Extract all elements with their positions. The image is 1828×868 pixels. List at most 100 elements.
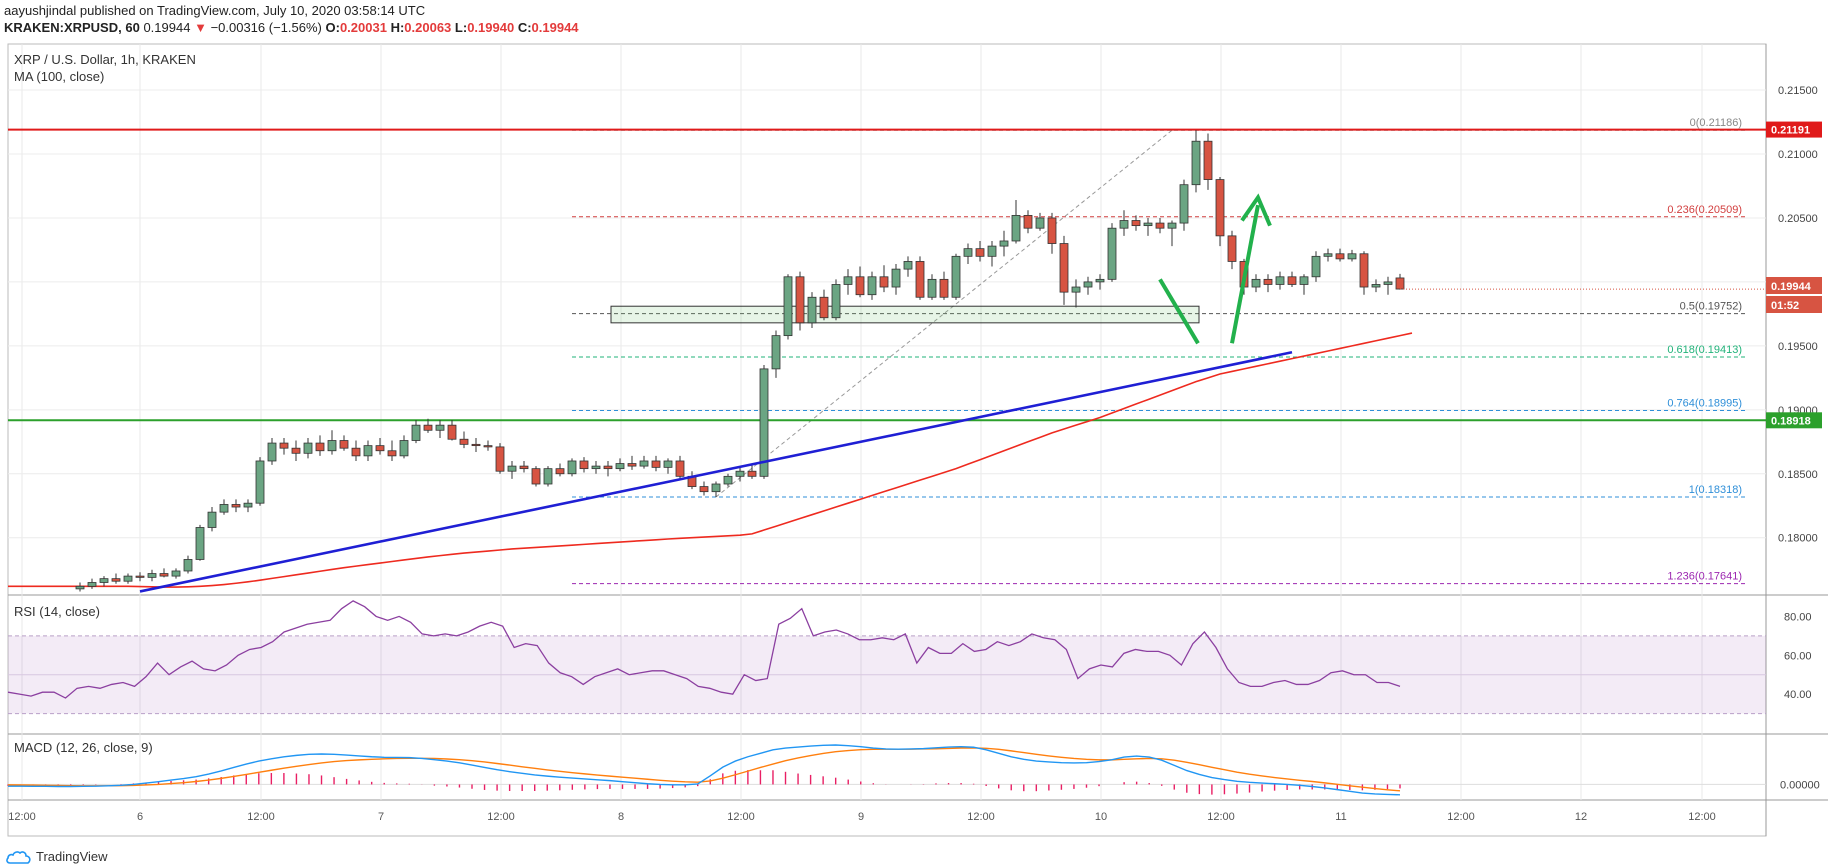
candle-body [807, 296, 817, 324]
candle-body [1359, 253, 1369, 288]
candle-body [195, 527, 205, 560]
candle-body [1023, 214, 1033, 229]
up-arrow-line [1230, 204, 1260, 344]
rsi-pane-label[interactable]: RSI (14, close) [14, 604, 100, 619]
candle-body [159, 573, 169, 577]
fib-level-label: 1.236(0.17641) [1667, 571, 1742, 583]
candle-body [1383, 281, 1393, 285]
candle-body [567, 460, 577, 475]
last-price-tag [1766, 277, 1822, 294]
chart-frame [7, 43, 1767, 837]
candle-body [939, 278, 949, 298]
candle-body [867, 276, 877, 296]
open-label: O: [325, 20, 340, 35]
candle-body [1347, 253, 1357, 260]
candle-body [255, 460, 265, 504]
candle-body [1011, 214, 1021, 242]
down-arrow-line [1158, 278, 1200, 345]
candle-body [459, 438, 469, 445]
candle-body [507, 465, 517, 472]
candle-body [375, 445, 385, 452]
time-tick-label: 7 [378, 811, 384, 823]
candle-body [1155, 222, 1165, 229]
candle-body [1143, 222, 1153, 227]
candle-body [1215, 179, 1225, 237]
candle-body [291, 447, 301, 454]
candle-body [927, 278, 937, 298]
time-tick-label: 12:00 [247, 811, 275, 823]
candle-body [1395, 277, 1405, 290]
candle-body [1263, 278, 1273, 285]
candle-body [387, 450, 397, 457]
time-tick-label: 12:00 [727, 811, 755, 823]
price-tick-label: 0.19500 [1778, 341, 1818, 353]
time-tick-label: 9 [858, 811, 864, 823]
candle-body [951, 255, 961, 298]
candle-body [303, 442, 313, 454]
candle-body [75, 585, 85, 590]
time-tick-label: 12:00 [8, 811, 36, 823]
symbol-label: KRAKEN:XRPUSD, 60 [4, 20, 140, 35]
macd-signal-line [7, 747, 1401, 792]
fib-level-label: 0.236(0.20509) [1667, 204, 1742, 216]
candle-body [963, 248, 973, 257]
open-value: 0.20031 [339, 20, 387, 35]
candle-body [267, 442, 277, 462]
candle-body [99, 578, 109, 583]
last-price-tag-text: 0.19944 [1771, 281, 1812, 293]
candle-body [279, 442, 289, 449]
candle-body [747, 470, 757, 477]
last-price: 0.19944 [143, 20, 191, 35]
candle-body [1323, 253, 1333, 257]
author-name[interactable]: aayushjindal [4, 3, 77, 18]
fib-level-label: 0.764(0.18995) [1667, 397, 1742, 409]
candle-body [363, 445, 373, 457]
candle-body [1167, 222, 1177, 229]
candle-body [519, 465, 529, 470]
candle-body [1251, 278, 1261, 288]
candle-body [999, 240, 1009, 247]
candle-body [471, 443, 481, 447]
macd-pane-label[interactable]: MACD (12, 26, close, 9) [14, 740, 153, 755]
time-tick-label: 12:00 [1207, 811, 1235, 823]
candle-body [1035, 217, 1045, 229]
fib-level-label: 0.5(0.19752) [1680, 301, 1742, 313]
candle-body [639, 460, 649, 467]
candle-body [147, 573, 157, 578]
candle-body [783, 276, 793, 337]
candle-body [795, 276, 805, 324]
candle-body [759, 368, 769, 477]
candle-body [495, 446, 505, 472]
candle-body [543, 468, 553, 485]
price-level-tag [1766, 121, 1822, 138]
candle-body [1275, 276, 1285, 285]
fib-level-label: 0(0.21186) [1690, 117, 1742, 129]
rsi-tick-label: 40.00 [1784, 689, 1812, 701]
candle-body [1371, 284, 1381, 288]
time-tick-label: 8 [618, 811, 624, 823]
price-change: −0.00316 (−1.56%) [210, 20, 322, 35]
rsi-tick-label: 60.00 [1784, 650, 1812, 662]
candle-body [1203, 140, 1213, 180]
candle-body [1071, 286, 1081, 293]
tradingview-logo[interactable]: TradingView [6, 849, 108, 864]
candle-body [735, 470, 745, 477]
candle-body [351, 447, 361, 457]
candle-body [111, 578, 121, 582]
low-label: L: [454, 20, 468, 35]
candle-body [1179, 184, 1189, 224]
candle-body [1299, 276, 1309, 285]
candle-body [447, 424, 457, 440]
time-tick-label: 12:00 [487, 811, 515, 823]
high-label: H: [390, 20, 405, 35]
candle-body [315, 442, 325, 452]
candle-body [219, 504, 229, 513]
candle-body [987, 245, 997, 257]
candle-body [651, 460, 661, 468]
ma-indicator-label[interactable]: MA (100, close) [14, 69, 105, 84]
candle-body [579, 460, 589, 470]
candle-body [123, 575, 133, 582]
fib-level-label: 1(0.18318) [1689, 484, 1742, 496]
candle-body [1107, 227, 1117, 280]
